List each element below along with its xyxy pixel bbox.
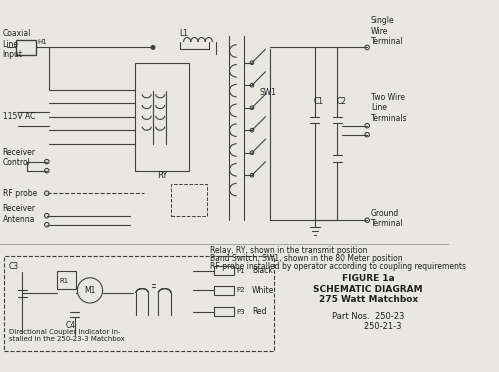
Text: P2: P2 — [237, 288, 245, 294]
Bar — [16, 40, 36, 55]
Text: P3: P3 — [237, 309, 246, 315]
Text: Single
Wire
Terminal: Single Wire Terminal — [371, 16, 403, 46]
Text: SW1: SW1 — [259, 88, 276, 97]
Text: Receiver
Antenna: Receiver Antenna — [2, 204, 36, 224]
Circle shape — [250, 83, 254, 87]
Text: RY: RY — [158, 171, 168, 180]
Text: Two Wire
Line
Terminals: Two Wire Line Terminals — [371, 93, 407, 123]
Text: RF probe installed by operator according to coupling requirements: RF probe installed by operator according… — [210, 263, 466, 272]
Text: RF probe: RF probe — [2, 189, 37, 198]
Bar — [214, 266, 234, 275]
Text: C4: C4 — [66, 321, 76, 330]
Text: Black: Black — [252, 266, 273, 275]
Circle shape — [250, 151, 254, 154]
Text: M1: M1 — [84, 286, 96, 295]
Circle shape — [151, 46, 155, 49]
Text: Ground
Terminal: Ground Terminal — [371, 209, 403, 228]
Text: FIGURE 1a
SCHEMATIC DIAGRAM
275 Watt Matchbox: FIGURE 1a SCHEMATIC DIAGRAM 275 Watt Mat… — [313, 274, 423, 304]
Text: Relay, RY, shown in the transmit position: Relay, RY, shown in the transmit positio… — [210, 246, 367, 255]
Circle shape — [250, 173, 254, 177]
Bar — [171, 184, 207, 216]
Bar — [4, 256, 274, 351]
Text: C3: C3 — [9, 263, 19, 272]
Bar — [57, 270, 76, 289]
Bar — [214, 308, 234, 317]
Text: C2: C2 — [337, 97, 347, 106]
Text: R1: R1 — [59, 278, 69, 284]
Circle shape — [250, 61, 254, 64]
Bar — [214, 286, 234, 295]
Circle shape — [250, 128, 254, 132]
Text: Receiver
Control: Receiver Control — [2, 148, 36, 167]
Text: Coaxial
Line
Input: Coaxial Line Input — [2, 29, 31, 59]
Text: Directional Coupler Indicator In-
stalled in the 250-23-3 Matchbox: Directional Coupler Indicator In- stalle… — [9, 329, 125, 342]
Text: Part Nos.  250-23
           250-21-3: Part Nos. 250-23 250-21-3 — [332, 312, 404, 331]
Text: White: White — [252, 286, 274, 295]
Circle shape — [250, 106, 254, 109]
Text: L1: L1 — [179, 29, 188, 38]
Text: P1: P1 — [237, 267, 246, 273]
Text: Band Switch, SW1, shown in the 80 Meter position: Band Switch, SW1, shown in the 80 Meter … — [210, 254, 402, 263]
Text: Red: Red — [252, 308, 266, 317]
Text: 115V AC: 115V AC — [2, 112, 35, 121]
Text: C1: C1 — [314, 97, 324, 106]
Bar — [135, 63, 189, 171]
Text: H1: H1 — [38, 39, 47, 45]
